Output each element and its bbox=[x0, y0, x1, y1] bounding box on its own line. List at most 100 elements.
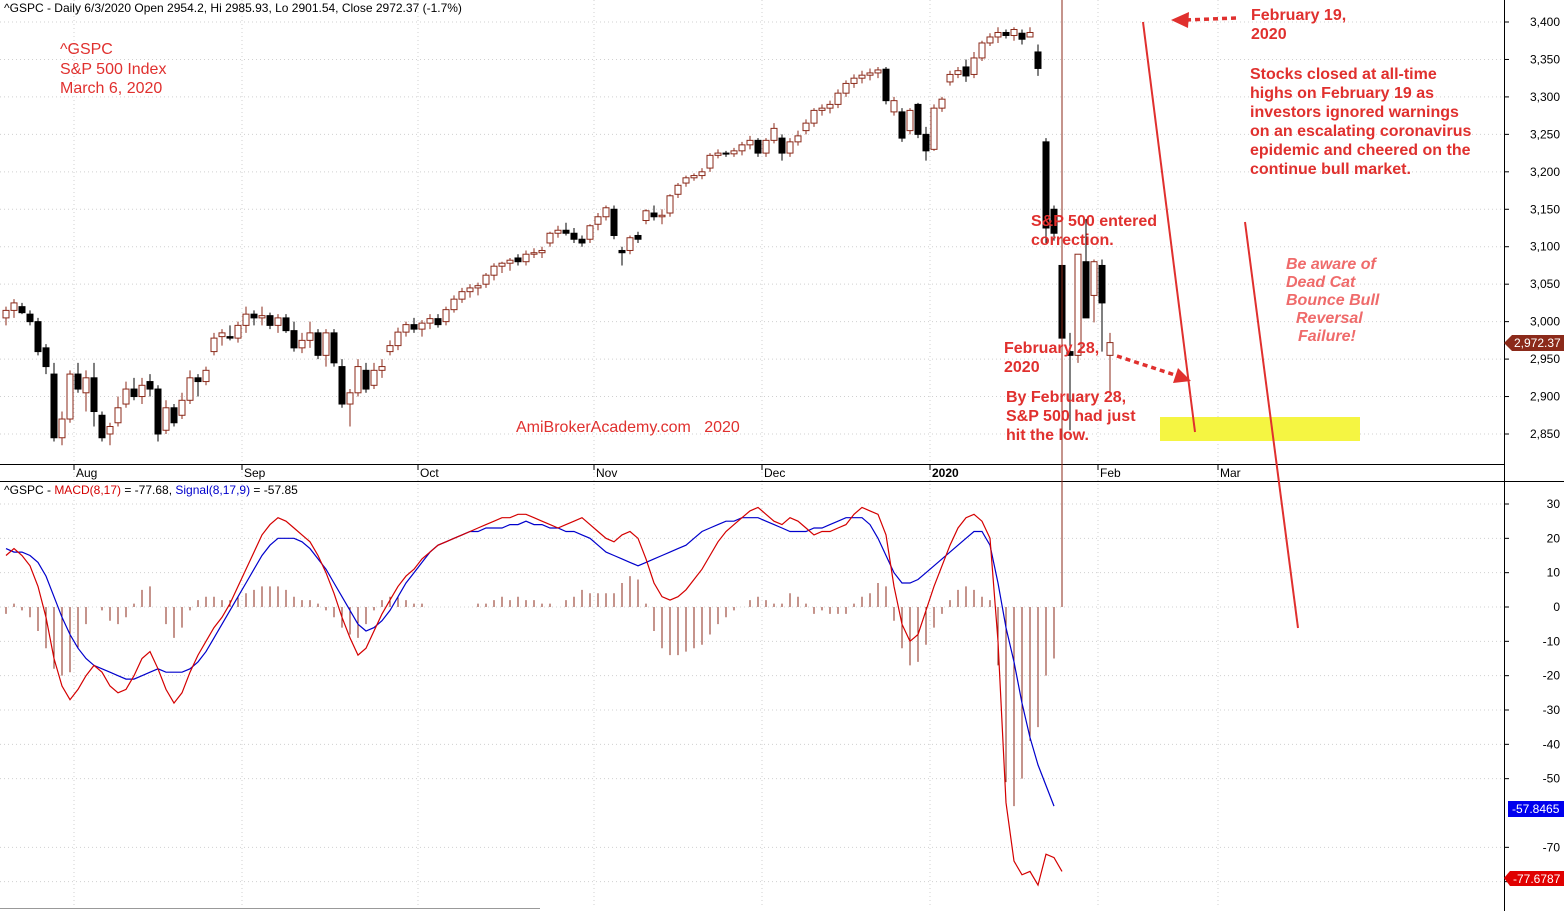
candle bbox=[34, 317, 42, 356]
candle bbox=[370, 362, 378, 390]
candle-body bbox=[138, 384, 146, 398]
candle bbox=[146, 374, 154, 397]
price-axis: 2,850 2,900 2,950 3,000 3,050 3,100 3,150 3,200… bbox=[1504, 15, 1560, 441]
watermark: AmiBrokerAcademy.com 2020 bbox=[516, 419, 740, 436]
price-tick-label: 2,900 bbox=[1530, 390, 1560, 404]
candle bbox=[842, 80, 850, 97]
candle-body bbox=[202, 369, 210, 383]
candle-body bbox=[266, 315, 274, 326]
candle bbox=[1026, 27, 1034, 38]
candle-body bbox=[122, 388, 130, 405]
candle-body bbox=[498, 262, 506, 267]
candle bbox=[418, 320, 426, 337]
candle-body bbox=[866, 72, 874, 76]
candle-body bbox=[362, 369, 370, 390]
candle bbox=[26, 310, 34, 326]
candle bbox=[338, 359, 346, 408]
candle-body bbox=[994, 31, 1002, 38]
candle-body bbox=[434, 318, 442, 326]
candle-body bbox=[786, 141, 794, 154]
candle bbox=[514, 254, 522, 266]
candle bbox=[914, 102, 922, 139]
macd-header-signal: Signal(8,17,9) bbox=[175, 483, 250, 497]
candle bbox=[74, 362, 82, 393]
macd-value-tag: -77.6787 bbox=[1504, 871, 1564, 886]
candle bbox=[98, 411, 106, 442]
candle-body bbox=[50, 373, 58, 439]
price-tick-label: 2,850 bbox=[1530, 427, 1560, 441]
feb19-line-1: February 19, bbox=[1251, 7, 1346, 24]
candle-body bbox=[2, 309, 10, 319]
candle-body bbox=[578, 238, 586, 244]
signal-value-label: -57.8465 bbox=[1512, 802, 1560, 816]
candle bbox=[970, 51, 978, 79]
candle bbox=[1050, 205, 1058, 241]
candle-body bbox=[986, 36, 994, 44]
candle bbox=[506, 257, 514, 271]
candle bbox=[930, 104, 938, 151]
candle-body bbox=[42, 347, 50, 368]
feb19-note-2: highs on February 19 as bbox=[1250, 85, 1434, 102]
candle bbox=[722, 150, 730, 157]
candle bbox=[274, 314, 282, 333]
candle-body bbox=[18, 306, 26, 314]
candle-body bbox=[826, 103, 834, 109]
candle bbox=[578, 235, 586, 247]
correction-label: S&P 500 entered correction. bbox=[1031, 213, 1157, 249]
candle bbox=[858, 70, 866, 84]
candle-body bbox=[1034, 51, 1042, 69]
candle bbox=[562, 222, 570, 236]
candle-body bbox=[1082, 261, 1090, 319]
candle-body bbox=[522, 253, 530, 263]
candle-body bbox=[474, 285, 482, 289]
candle-body bbox=[258, 315, 266, 319]
candle-body bbox=[394, 331, 402, 347]
dead-cat-4: Reversal bbox=[1296, 310, 1363, 327]
candle bbox=[1106, 332, 1114, 397]
candle bbox=[466, 284, 474, 298]
feb28-note-2: S&P 500 had just bbox=[1006, 408, 1136, 425]
candle bbox=[378, 359, 386, 378]
candle bbox=[946, 70, 954, 86]
feb28-note: By February 28, S&P 500 had just hit the… bbox=[1006, 389, 1136, 444]
candle bbox=[586, 224, 594, 243]
candle-body bbox=[226, 336, 234, 339]
candle bbox=[538, 246, 546, 258]
candle-body bbox=[850, 77, 858, 84]
candle bbox=[434, 314, 442, 328]
candle bbox=[906, 108, 914, 135]
candle-body bbox=[58, 418, 66, 439]
candle bbox=[450, 295, 458, 313]
candle-body bbox=[338, 366, 346, 405]
candle-body bbox=[538, 249, 546, 254]
candle-body bbox=[1010, 28, 1018, 36]
candle-body bbox=[842, 82, 850, 94]
candle bbox=[58, 411, 66, 446]
feb28-note-3: hit the low. bbox=[1006, 427, 1089, 444]
month-axis: Aug Sep Oct Nov Dec 2020 Feb Mar bbox=[73, 464, 1241, 480]
candle bbox=[298, 332, 306, 354]
candle bbox=[682, 175, 690, 187]
candle-body bbox=[426, 318, 434, 324]
macd-line bbox=[5, 506, 1063, 887]
candle bbox=[10, 299, 18, 318]
candle-body bbox=[10, 302, 18, 311]
month-label: Nov bbox=[596, 466, 617, 480]
candle bbox=[482, 272, 490, 288]
feb28-arrow-shaft bbox=[1116, 354, 1179, 378]
candle-body bbox=[634, 234, 642, 240]
candle-body bbox=[378, 366, 386, 371]
candle bbox=[234, 321, 242, 343]
candle bbox=[258, 306, 266, 326]
macd-value-label: -77.6787 bbox=[1513, 872, 1561, 886]
candle-body bbox=[442, 309, 450, 323]
candle bbox=[658, 209, 666, 225]
candle bbox=[106, 422, 114, 446]
candle bbox=[834, 89, 842, 109]
candle-body bbox=[626, 237, 634, 251]
candle bbox=[570, 228, 578, 243]
dead-cat-trend-line bbox=[1244, 221, 1299, 629]
candle-body bbox=[762, 139, 770, 154]
candle bbox=[594, 213, 602, 231]
